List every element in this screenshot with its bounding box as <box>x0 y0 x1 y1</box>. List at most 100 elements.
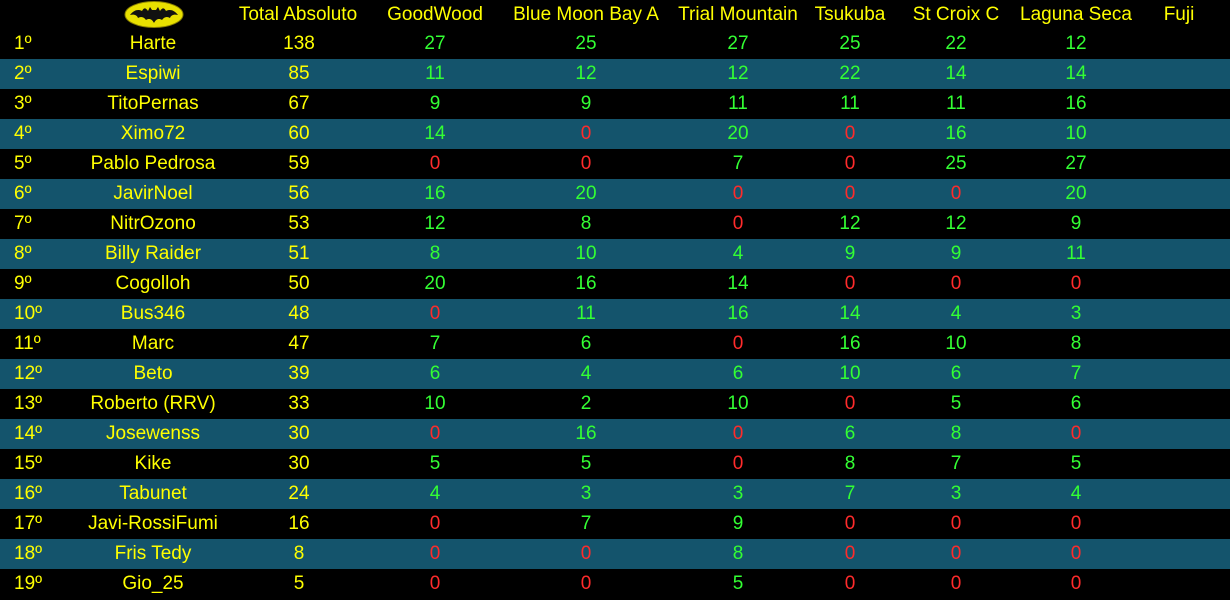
score-cell-tsukuba: 7 <box>844 483 856 504</box>
score-cell-goodwood: 0 <box>429 303 441 324</box>
score-cell-goodwood: 5 <box>429 453 441 474</box>
total-cell: 67 <box>288 93 310 114</box>
table-row: 9º Cogolloh 50 20 16 14 0 0 0 <box>0 269 1230 299</box>
score-cell-goodwood: 16 <box>424 183 446 204</box>
score-cell-blue-moon-bay: 9 <box>580 93 592 114</box>
score-cell-goodwood: 10 <box>424 393 446 414</box>
total-cell: 138 <box>283 33 315 54</box>
score-cell-trial-mountain: 0 <box>732 213 744 234</box>
score-cell-blue-moon-bay: 11 <box>576 303 596 324</box>
score-cell-st-croix: 22 <box>945 33 967 54</box>
position-cell: 2º <box>14 63 32 84</box>
score-cell-laguna-seca: 0 <box>1070 423 1082 444</box>
score-cell-st-croix: 5 <box>950 393 962 414</box>
score-cell-goodwood: 0 <box>429 543 441 564</box>
score-cell-trial-mountain: 5 <box>732 573 744 594</box>
score-cell-st-croix: 0 <box>950 273 962 294</box>
score-cell-tsukuba: 0 <box>844 273 856 294</box>
score-cell-laguna-seca: 0 <box>1070 513 1082 534</box>
track-header-trial-mountain: Trial Mountain <box>678 4 798 25</box>
score-cell-laguna-seca: 4 <box>1070 483 1082 504</box>
score-cell-trial-mountain: 0 <box>732 423 744 444</box>
track-header-st-croix: St Croix C <box>912 4 1000 25</box>
position-cell: 4º <box>14 123 32 144</box>
score-cell-st-croix: 0 <box>950 513 962 534</box>
total-cell: 51 <box>288 243 310 264</box>
total-cell: 48 <box>288 303 310 324</box>
score-cell-trial-mountain: 9 <box>732 513 744 534</box>
score-cell-st-croix: 7 <box>950 453 962 474</box>
score-cell-laguna-seca: 11 <box>1066 243 1086 264</box>
score-cell-st-croix: 3 <box>950 483 962 504</box>
table-row: 1º Harte 138 27 25 27 25 22 12 <box>0 29 1230 59</box>
score-cell-blue-moon-bay: 2 <box>580 393 592 414</box>
score-cell-st-croix: 0 <box>950 183 962 204</box>
score-cell-trial-mountain: 20 <box>727 123 749 144</box>
table-row: 2º Espiwi 85 11 12 12 22 14 14 <box>0 59 1230 89</box>
driver-name-cell: Roberto (RRV) <box>90 393 216 414</box>
score-cell-st-croix: 0 <box>950 573 962 594</box>
score-cell-st-croix: 0 <box>950 543 962 564</box>
position-cell: 8º <box>14 243 32 264</box>
driver-name-cell: Javi-RossiFumi <box>88 513 218 534</box>
score-cell-laguna-seca: 14 <box>1065 63 1087 84</box>
position-cell: 7º <box>14 213 32 234</box>
score-cell-tsukuba: 0 <box>844 573 856 594</box>
driver-name-cell: Billy Raider <box>104 243 202 264</box>
score-cell-goodwood: 8 <box>429 243 441 264</box>
score-cell-blue-moon-bay: 8 <box>580 213 592 234</box>
score-cell-goodwood: 0 <box>429 423 441 444</box>
position-cell: 6º <box>14 183 32 204</box>
score-cell-blue-moon-bay: 5 <box>580 453 592 474</box>
driver-name-cell: Bus346 <box>120 303 186 324</box>
track-header-blue-moon-bay: Blue Moon Bay A <box>513 4 659 25</box>
score-cell-laguna-seca: 20 <box>1065 183 1087 204</box>
table-row: 13º Roberto (RRV) 33 10 2 10 0 5 6 <box>0 389 1230 419</box>
total-cell: 30 <box>288 453 310 474</box>
table-row: 11º Marc 47 7 6 0 16 10 8 <box>0 329 1230 359</box>
score-cell-blue-moon-bay: 12 <box>575 63 597 84</box>
track-header-laguna-seca: Laguna Seca <box>1020 4 1132 25</box>
total-header: Total Absoluto <box>238 4 358 25</box>
score-cell-goodwood: 4 <box>429 483 441 504</box>
score-cell-tsukuba: 0 <box>844 543 856 564</box>
position-cell: 9º <box>14 273 32 294</box>
score-cell-blue-moon-bay: 0 <box>580 543 592 564</box>
score-cell-st-croix: 25 <box>945 153 967 174</box>
score-cell-laguna-seca: 0 <box>1070 273 1082 294</box>
score-cell-trial-mountain: 3 <box>732 483 744 504</box>
score-cell-tsukuba: 0 <box>844 183 856 204</box>
total-cell: 53 <box>288 213 310 234</box>
score-cell-goodwood: 0 <box>429 513 441 534</box>
score-cell-trial-mountain: 11 <box>728 93 748 114</box>
score-cell-trial-mountain: 4 <box>732 243 744 264</box>
position-cell: 18º <box>14 543 43 564</box>
table-row: 3º TitoPernas 67 9 9 11 11 11 16 <box>0 89 1230 119</box>
score-cell-tsukuba: 25 <box>839 33 861 54</box>
score-cell-laguna-seca: 9 <box>1070 213 1082 234</box>
driver-name-cell: Tabunet <box>119 483 187 504</box>
score-cell-blue-moon-bay: 0 <box>580 573 592 594</box>
score-cell-laguna-seca: 3 <box>1070 303 1082 324</box>
total-cell: 47 <box>288 333 310 354</box>
score-cell-laguna-seca: 7 <box>1070 363 1082 384</box>
table-row: 14º Josewenss 30 0 16 0 6 8 0 <box>0 419 1230 449</box>
driver-name-cell: NitrOzono <box>110 213 196 234</box>
driver-name-cell: Kike <box>134 453 172 474</box>
total-cell: 59 <box>288 153 310 174</box>
total-cell: 60 <box>288 123 310 144</box>
score-cell-tsukuba: 11 <box>840 93 860 114</box>
score-cell-st-croix: 6 <box>950 363 962 384</box>
score-cell-tsukuba: 14 <box>839 303 861 324</box>
score-cell-blue-moon-bay: 0 <box>580 153 592 174</box>
total-cell: 16 <box>288 513 310 534</box>
total-cell: 24 <box>288 483 310 504</box>
score-cell-laguna-seca: 0 <box>1070 573 1082 594</box>
score-cell-goodwood: 6 <box>429 363 441 384</box>
table-row: 15º Kike 30 5 5 0 8 7 5 <box>0 449 1230 479</box>
driver-name-cell: Beto <box>133 363 173 384</box>
score-cell-goodwood: 0 <box>429 573 441 594</box>
score-cell-goodwood: 11 <box>425 63 445 84</box>
total-cell: 30 <box>288 423 310 444</box>
